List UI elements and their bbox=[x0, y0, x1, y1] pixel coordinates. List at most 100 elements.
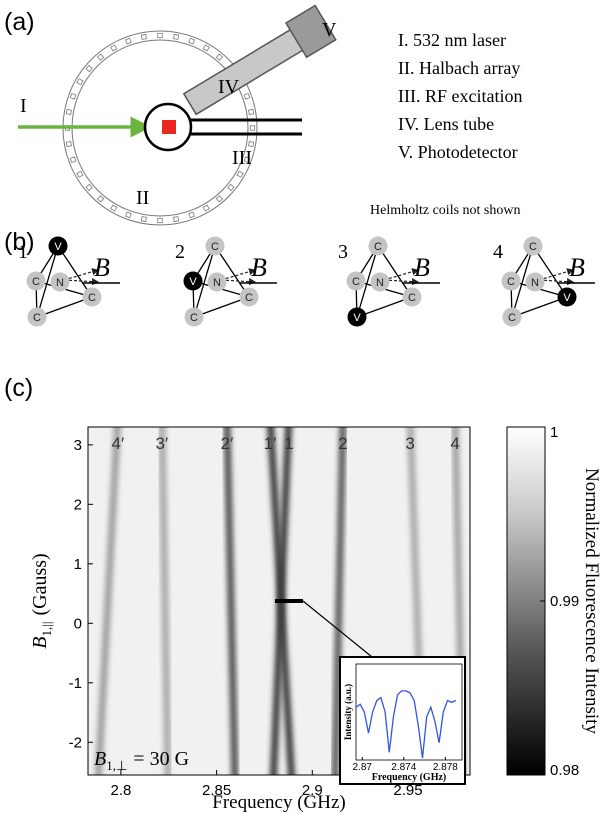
x-axis-label: Frequency (GHz) bbox=[212, 792, 345, 813]
bond bbox=[36, 245, 59, 318]
halbach-array bbox=[62, 30, 258, 226]
magnet bbox=[173, 33, 180, 40]
atom bbox=[205, 236, 225, 256]
setup-label: III bbox=[232, 147, 252, 169]
magnet bbox=[157, 217, 163, 224]
magnet bbox=[110, 44, 118, 52]
atom-label: N bbox=[213, 277, 221, 289]
magnet bbox=[215, 195, 224, 203]
atom-label: C bbox=[245, 292, 253, 304]
atom-label: C bbox=[33, 312, 41, 324]
magnet bbox=[85, 64, 93, 73]
symbol: B bbox=[94, 748, 106, 770]
atom-label: V bbox=[563, 292, 571, 304]
nv-axis-arrow bbox=[63, 278, 100, 286]
y-tick-label: -2 bbox=[69, 734, 82, 751]
structure-number: 1 bbox=[18, 241, 28, 263]
magnet bbox=[96, 195, 105, 203]
structure-number: 2 bbox=[175, 241, 185, 263]
bond bbox=[57, 245, 93, 298]
bond bbox=[214, 245, 250, 298]
atom-label: C bbox=[408, 292, 416, 304]
panel-label: (a) bbox=[4, 8, 35, 36]
nv-structure: 4 B C C N V C bbox=[493, 236, 595, 327]
atom-label: N bbox=[376, 277, 384, 289]
atom-label: C bbox=[529, 241, 537, 253]
atom-label: C bbox=[508, 312, 516, 324]
y-tick-label: 3 bbox=[74, 437, 82, 454]
magnet bbox=[188, 37, 195, 45]
nv-axis-arrow bbox=[538, 278, 575, 286]
field-label: B bbox=[251, 253, 267, 282]
bond bbox=[532, 245, 568, 298]
magnet bbox=[125, 37, 132, 45]
structure-number: 3 bbox=[338, 241, 348, 263]
y-tick-label: 2 bbox=[74, 496, 82, 513]
resonance-label: 1′ bbox=[264, 434, 277, 453]
atom bbox=[525, 272, 545, 292]
magnet bbox=[202, 204, 210, 212]
diamond-sample bbox=[162, 120, 176, 134]
magnet bbox=[125, 211, 132, 219]
atom-label: C bbox=[507, 276, 515, 288]
setup-label: II bbox=[136, 187, 149, 209]
subscript: 1,|| bbox=[39, 622, 54, 637]
bond bbox=[356, 245, 379, 318]
inset-y-label: Intensity (a.u.) bbox=[343, 684, 353, 740]
lens-tube bbox=[182, 4, 337, 116]
resonance-label: 3 bbox=[405, 434, 414, 453]
atom bbox=[370, 272, 390, 292]
magnet bbox=[85, 183, 93, 192]
atom bbox=[207, 272, 227, 292]
y-tick-label: -1 bbox=[69, 675, 82, 692]
resonance-line bbox=[158, 427, 172, 775]
magnet bbox=[227, 183, 235, 192]
magnet bbox=[69, 93, 77, 100]
resonance-label: 4 bbox=[450, 434, 459, 453]
magnet bbox=[65, 141, 72, 148]
y-tick-label: 1 bbox=[74, 556, 82, 573]
bond bbox=[193, 296, 250, 318]
setup-label: IV bbox=[218, 76, 240, 98]
magnet bbox=[243, 156, 251, 163]
bond bbox=[377, 245, 413, 298]
colorbar bbox=[506, 426, 546, 776]
atom bbox=[27, 307, 47, 327]
resonance-label: 4′ bbox=[112, 434, 125, 453]
inset-curve bbox=[355, 690, 457, 759]
magnet bbox=[202, 44, 210, 52]
inset-box bbox=[339, 656, 466, 785]
bond bbox=[511, 296, 568, 318]
atom-label: N bbox=[56, 277, 64, 289]
nv-axis-arrow bbox=[383, 278, 420, 286]
atom-label: C bbox=[32, 276, 40, 288]
atom-label: C bbox=[352, 276, 360, 288]
atom-label: C bbox=[211, 241, 219, 253]
colorbar-tick-label: 0.99 bbox=[550, 593, 579, 610]
resonance-line bbox=[331, 427, 347, 775]
atom bbox=[402, 287, 422, 307]
setup-label: I bbox=[20, 95, 27, 117]
field-label: B bbox=[569, 253, 585, 282]
nv-structure: 1 B V C N C C bbox=[18, 236, 120, 327]
legend-item: V. Photodetector bbox=[398, 142, 518, 162]
magnet bbox=[76, 78, 84, 86]
resonance-label: 2′ bbox=[221, 434, 234, 453]
nv-axis-arrow bbox=[220, 268, 257, 281]
magnet bbox=[76, 170, 84, 178]
magnet bbox=[157, 32, 163, 39]
magnet bbox=[248, 108, 255, 115]
panel-label: (b) bbox=[4, 228, 35, 256]
note: Helmholtz coils not shown bbox=[370, 203, 521, 218]
inset-frame bbox=[355, 663, 463, 761]
resonance-label: 3′ bbox=[156, 434, 169, 453]
bond bbox=[511, 245, 534, 318]
atom bbox=[502, 307, 522, 327]
nv-axis-arrow bbox=[538, 268, 575, 281]
atom-label: C bbox=[190, 312, 198, 324]
legend-item: IV. Lens tube bbox=[398, 114, 494, 134]
magnet bbox=[249, 125, 256, 131]
